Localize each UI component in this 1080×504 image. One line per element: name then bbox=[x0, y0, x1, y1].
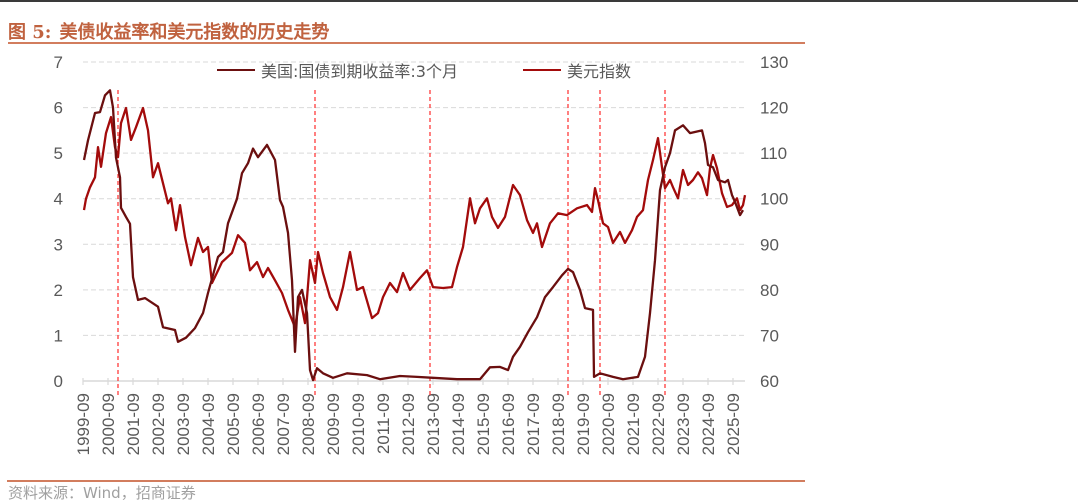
x-tick-label: 2020-09 bbox=[599, 393, 618, 455]
event-marker-lines bbox=[117, 90, 666, 396]
series-line-dollar-index bbox=[82, 106, 747, 329]
legend-swatch-treasury-3m bbox=[217, 69, 255, 71]
x-tick-label: 2006-09 bbox=[249, 393, 268, 455]
grid-lines bbox=[83, 61, 745, 336]
y-right-tick-label: 130 bbox=[760, 53, 788, 72]
legend-item-treasury-3m: 美国:国债到期收益率:3个月 bbox=[217, 60, 458, 81]
y-right-tick-label: 70 bbox=[760, 326, 779, 345]
y-right-tick-label: 120 bbox=[760, 99, 788, 118]
legend-label-dollar-index: 美元指数 bbox=[567, 62, 632, 81]
x-tick-label: 2021-09 bbox=[624, 393, 643, 455]
legend-swatch-dollar-index bbox=[523, 69, 561, 71]
x-tick-label: 2016-09 bbox=[499, 393, 518, 455]
x-tick-label: 2012-09 bbox=[399, 393, 418, 455]
x-tick-label: 2025-09 bbox=[724, 393, 743, 455]
x-tick-label: 2011-09 bbox=[374, 393, 393, 454]
x-tick-label: 2015-09 bbox=[474, 393, 493, 455]
x-tick-label: 2024-09 bbox=[699, 393, 718, 455]
y-left-tick-label: 6 bbox=[54, 99, 63, 118]
x-tick-label: 2004-09 bbox=[199, 393, 218, 455]
x-tick-label: 2002-09 bbox=[149, 393, 168, 455]
y-left-tick-label: 7 bbox=[54, 53, 63, 72]
y-right-tick-label: 80 bbox=[760, 281, 779, 300]
x-tick-label: 2023-09 bbox=[674, 393, 693, 455]
bottom-rule bbox=[7, 480, 805, 482]
x-tick-label: 2010-09 bbox=[349, 393, 368, 455]
x-tick-label: 2000-09 bbox=[99, 393, 118, 455]
x-tick-label: 2001-09 bbox=[124, 393, 143, 455]
x-tick-label: 2019-09 bbox=[574, 393, 593, 455]
x-tick-label: 2005-09 bbox=[224, 393, 243, 455]
y-left-tick-label: 4 bbox=[54, 190, 63, 209]
y-right-tick-label: 60 bbox=[760, 372, 779, 391]
x-tick-label: 2017-09 bbox=[524, 393, 543, 455]
x-tick-label: 2009-09 bbox=[324, 393, 343, 455]
source-note: 资料来源：Wind，招商证券 bbox=[8, 484, 196, 502]
x-tick-label: 1999-09 bbox=[74, 393, 93, 455]
x-tick-label: 2022-09 bbox=[649, 393, 668, 455]
x-tick-label: 2013-09 bbox=[424, 393, 443, 455]
y-left-tick-label: 1 bbox=[54, 326, 63, 345]
x-tick-label: 2007-09 bbox=[274, 393, 293, 455]
y-right-tick-label: 110 bbox=[760, 144, 787, 163]
y-axis-right: 60 70 80 90 100 110 120 130 bbox=[760, 53, 788, 391]
y-axis-left: 0 1 2 3 4 5 6 7 bbox=[54, 53, 63, 391]
y-left-tick-label: 2 bbox=[54, 281, 63, 300]
y-left-tick-label: 5 bbox=[54, 144, 63, 163]
legend-label-treasury-3m: 美国:国债到期收益率:3个月 bbox=[261, 62, 458, 81]
title-underline bbox=[8, 42, 805, 44]
y-right-tick-label: 90 bbox=[760, 235, 779, 254]
x-tick-label: 2014-09 bbox=[449, 393, 468, 455]
figure-label: 图 5: bbox=[8, 22, 52, 43]
x-tick-label: 2018-09 bbox=[549, 393, 568, 455]
y-right-tick-label: 100 bbox=[760, 190, 788, 209]
figure-title-text: 美债收益率和美元指数的历史走势 bbox=[59, 22, 330, 43]
y-left-tick-label: 0 bbox=[54, 372, 63, 391]
figure-title: 图 5: 美债收益率和美元指数的历史走势 bbox=[8, 18, 329, 44]
x-axis: 1999-09 2000-09 2001-09 2002-09 2003-09 2004-… bbox=[74, 378, 745, 455]
top-border-rule bbox=[0, 0, 1078, 2]
x-tick-label: 2003-09 bbox=[174, 393, 193, 455]
series-line-treasury-3m bbox=[82, 89, 744, 382]
y-left-tick-label: 3 bbox=[54, 235, 63, 254]
series-lines bbox=[82, 89, 747, 382]
legend-item-dollar-index: 美元指数 bbox=[523, 60, 632, 81]
x-tick-label: 2008-09 bbox=[299, 393, 318, 455]
